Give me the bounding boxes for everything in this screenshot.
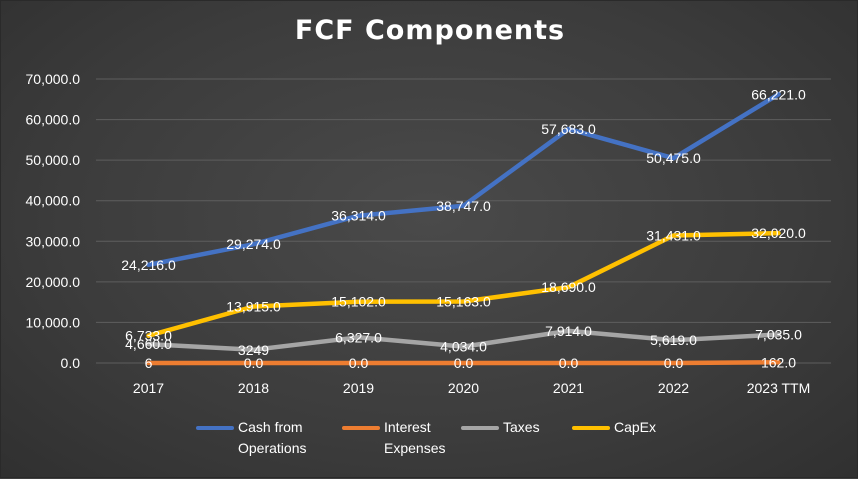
data-label-cash-from-operations: 38,747.0 bbox=[436, 198, 491, 214]
legend-item-interest-expenses: Interest Expenses bbox=[342, 417, 445, 459]
data-label-interest-expenses: 0.0 bbox=[559, 355, 579, 371]
data-label-taxes: 7,914.0 bbox=[545, 323, 592, 339]
y-tick-label: 50,000.0 bbox=[26, 152, 81, 168]
legend-item-cash-from-operations: Cash from Operations bbox=[196, 417, 306, 459]
legend-swatch bbox=[461, 426, 499, 430]
legend-label: Interest Expenses bbox=[384, 417, 445, 459]
data-label-cash-from-operations: 66,221.0 bbox=[751, 86, 806, 102]
data-label-capex: 32,020.0 bbox=[751, 225, 806, 241]
x-tick-label: 2022 bbox=[658, 380, 689, 396]
legend-label-line: Cash from bbox=[238, 419, 303, 435]
data-label-interest-expenses: 0.0 bbox=[664, 355, 684, 371]
y-tick-label: 60,000.0 bbox=[26, 112, 81, 128]
data-label-capex: 15,163.0 bbox=[436, 293, 491, 309]
series-line-taxes bbox=[146, 328, 781, 353]
y-tick-label: 10,000.0 bbox=[26, 314, 81, 330]
data-label-cash-from-operations: 57,683.0 bbox=[541, 121, 596, 137]
data-label-cash-from-operations: 36,314.0 bbox=[331, 208, 386, 224]
legend-label: Cash from Operations bbox=[238, 417, 306, 459]
legend: Cash from Operations Interest Expenses Taxes… bbox=[196, 417, 756, 467]
legend-label-line: Operations bbox=[238, 440, 307, 456]
x-tick-label: 2021 bbox=[553, 380, 584, 396]
data-label-capex: 13,915.0 bbox=[226, 299, 281, 315]
data-label-taxes: 6,327.0 bbox=[335, 329, 382, 345]
legend-label: Taxes bbox=[503, 417, 540, 438]
x-tick-label: 2019 bbox=[343, 380, 374, 396]
data-label-interest-expenses: 6 bbox=[145, 355, 153, 371]
series-line-interest-expenses bbox=[146, 360, 781, 366]
legend-label-line: Expenses bbox=[384, 440, 446, 456]
data-label-taxes: 3249 bbox=[238, 342, 269, 358]
y-tick-label: 20,000.0 bbox=[26, 274, 81, 290]
legend-swatch bbox=[196, 426, 234, 430]
data-label-capex: 31,431.0 bbox=[646, 227, 701, 243]
legend-label: CapEx bbox=[614, 417, 656, 438]
data-label-cash-from-operations: 50,475.0 bbox=[646, 150, 701, 166]
legend-swatch bbox=[342, 426, 380, 430]
data-label-interest-expenses: 0.0 bbox=[454, 355, 474, 371]
data-label-interest-expenses: 0.0 bbox=[244, 355, 264, 371]
data-label-cash-from-operations: 24,216.0 bbox=[121, 257, 176, 273]
data-label-taxes: 4,660.0 bbox=[125, 336, 172, 352]
data-label-taxes: 5,619.0 bbox=[650, 332, 697, 348]
series-line-capex bbox=[146, 230, 781, 338]
data-label-taxes: 4,034.0 bbox=[440, 339, 487, 355]
legend-label-line: Taxes bbox=[503, 419, 540, 435]
x-tick-label: 2020 bbox=[448, 380, 479, 396]
series-line-cash-from-operations bbox=[146, 92, 781, 268]
y-tick-label: 70,000.0 bbox=[26, 71, 81, 87]
legend-item-taxes: Taxes bbox=[461, 417, 540, 438]
x-tick-label: 2017 bbox=[133, 380, 164, 396]
y-tick-label: 40,000.0 bbox=[26, 193, 81, 209]
data-label-cash-from-operations: 29,274.0 bbox=[226, 236, 281, 252]
legend-label-line: Interest bbox=[384, 419, 431, 435]
data-label-capex: 18,690.0 bbox=[541, 279, 596, 295]
chart-title: FCF Components bbox=[294, 15, 566, 46]
data-label-interest-expenses: 0.0 bbox=[349, 355, 369, 371]
x-tick-label: 2018 bbox=[238, 380, 269, 396]
data-label-capex: 15,102.0 bbox=[331, 294, 386, 310]
legend-label-line: CapEx bbox=[614, 419, 657, 435]
data-label-taxes: 7,035.0 bbox=[755, 326, 802, 342]
x-tick-label: 2023 TTM bbox=[747, 380, 811, 396]
y-tick-label: 0.0 bbox=[61, 355, 81, 371]
y-tick-label: 30,000.0 bbox=[26, 233, 81, 249]
data-label-capex: 6,733.0 bbox=[125, 328, 172, 344]
data-label-interest-expenses: 162.0 bbox=[761, 354, 796, 370]
legend-swatch bbox=[572, 426, 610, 430]
legend-item-capex: CapEx bbox=[572, 417, 656, 438]
